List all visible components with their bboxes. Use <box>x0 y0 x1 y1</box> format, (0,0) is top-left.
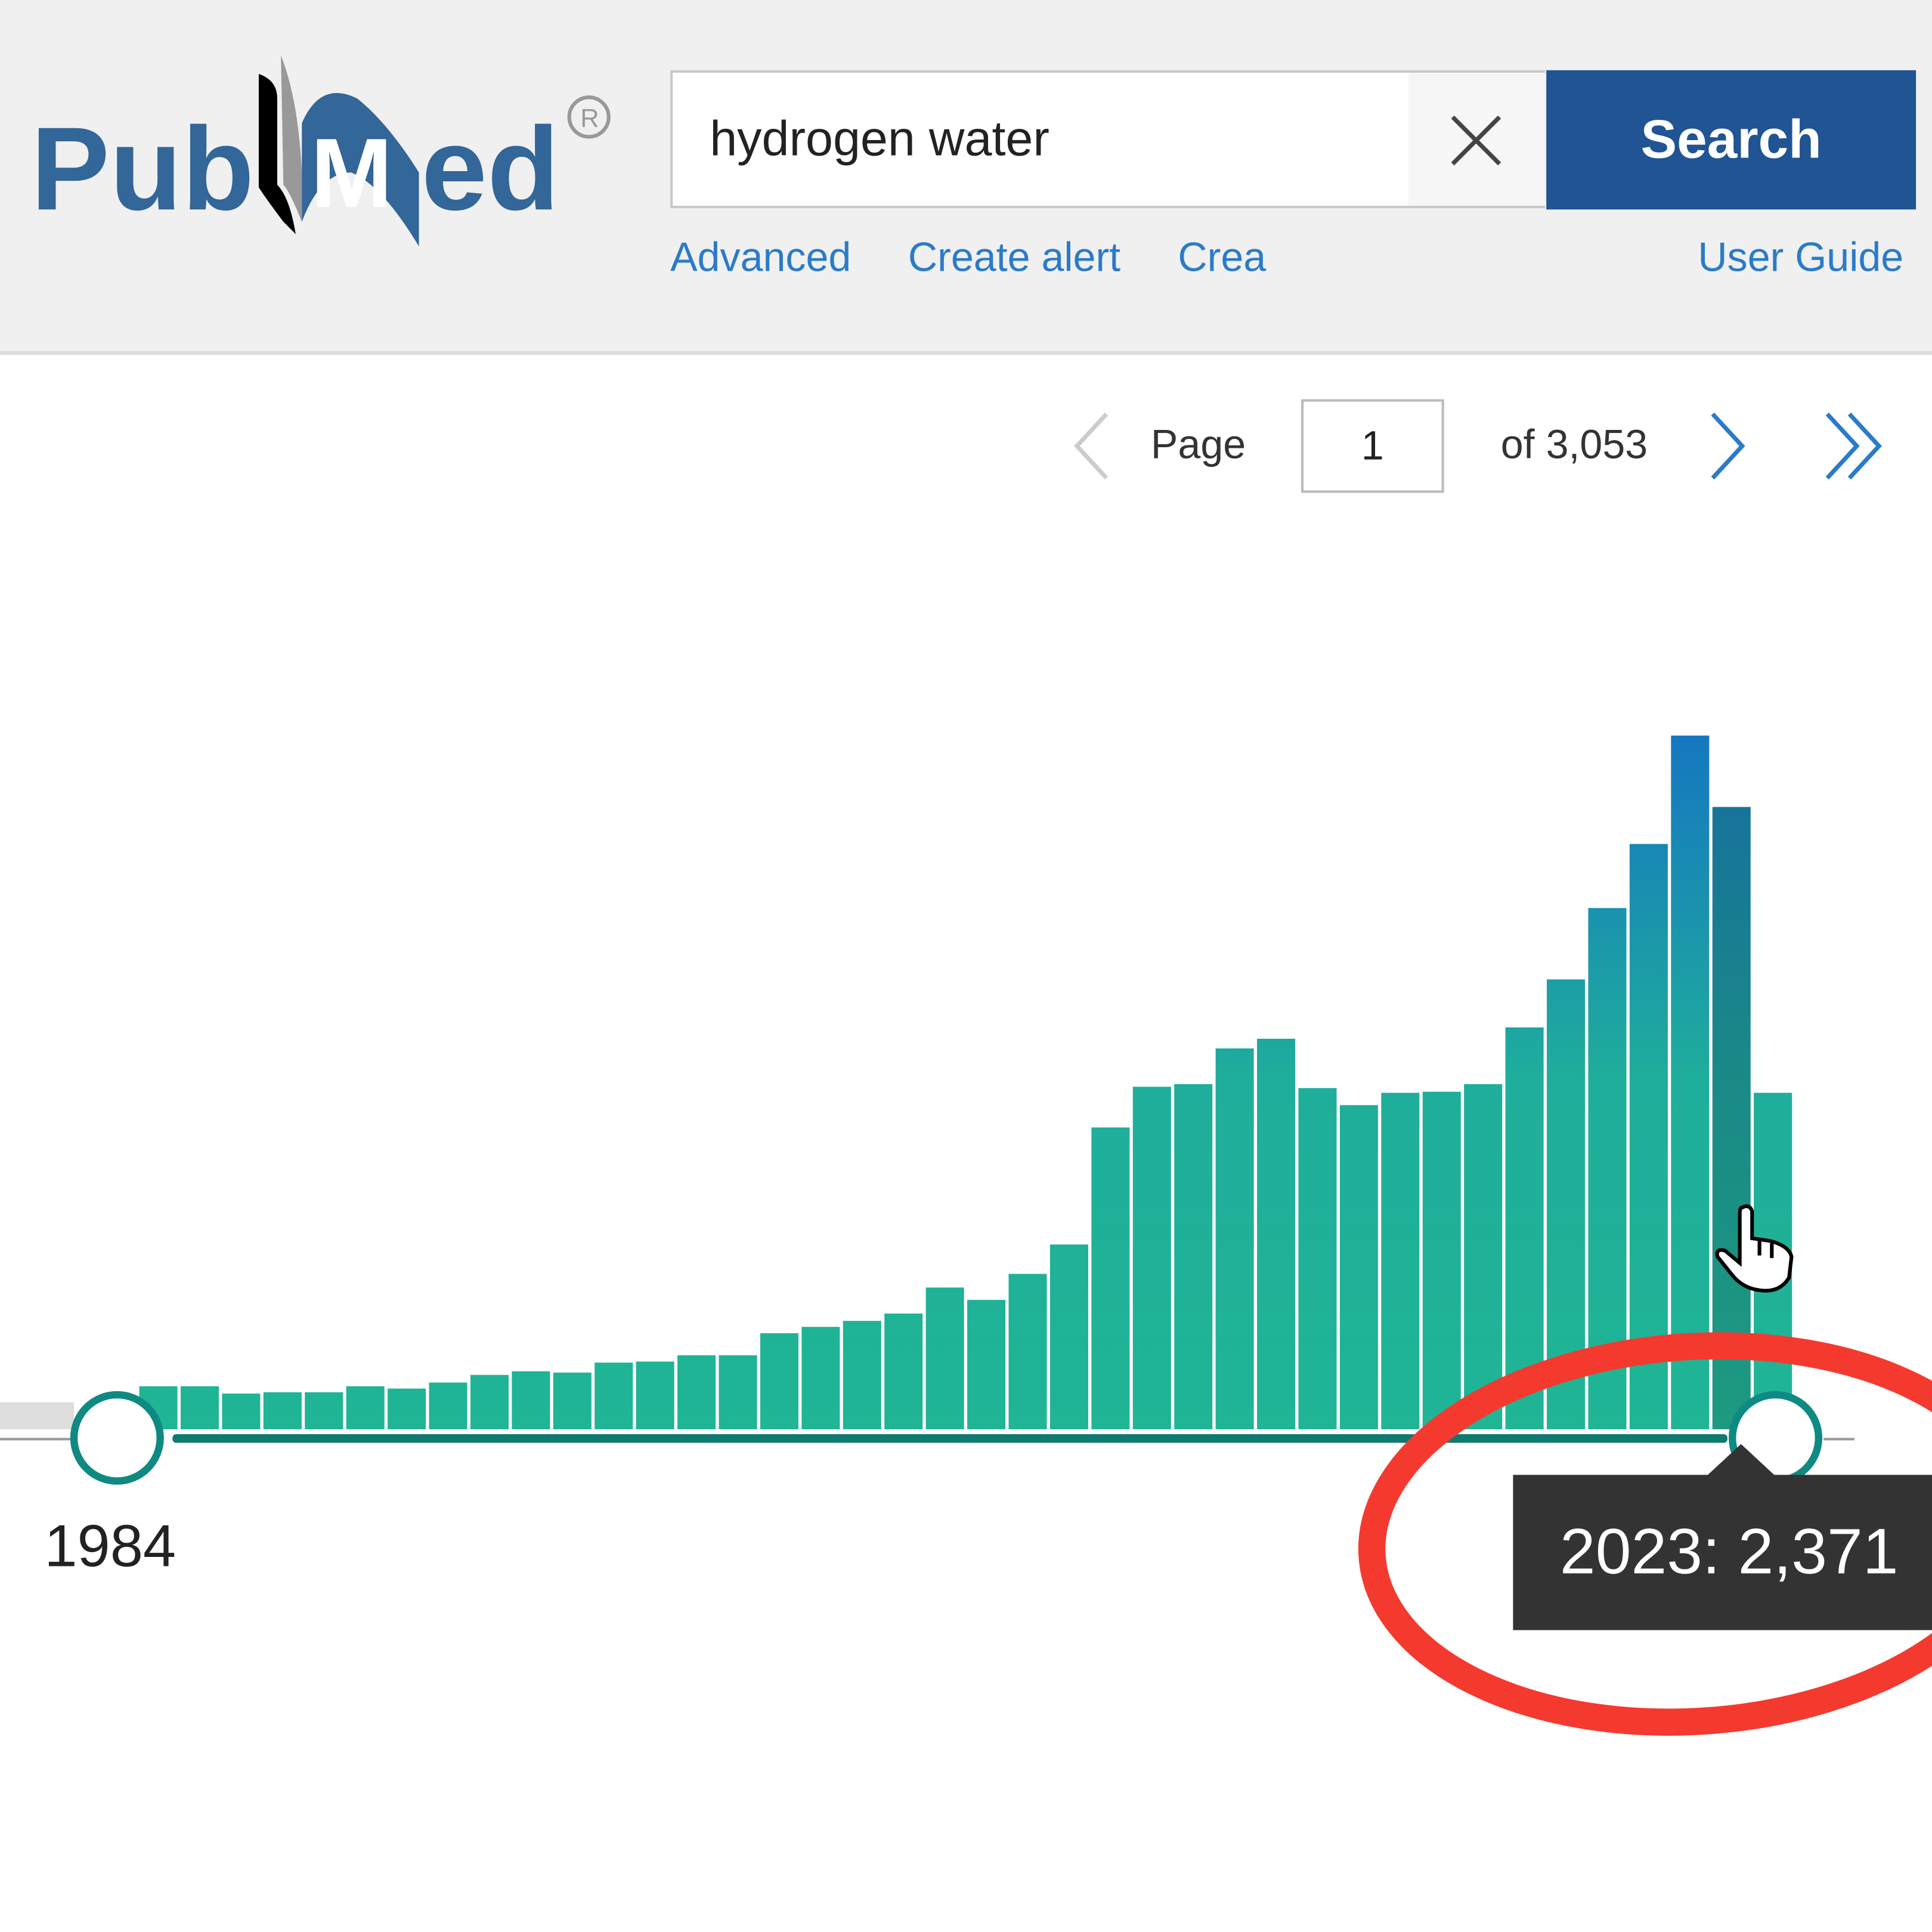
advanced-search-link[interactable]: Advanced <box>670 234 852 280</box>
bar-2005[interactable] <box>967 1299 1006 1429</box>
bar-2003[interactable] <box>884 1313 923 1429</box>
create-rss-link[interactable]: Crea <box>1178 234 1267 280</box>
bar-1986[interactable] <box>180 1386 219 1429</box>
clear-search-button[interactable] <box>1408 72 1546 206</box>
logo-book-page-icon <box>281 55 302 222</box>
search-button[interactable]: Search <box>1546 70 1916 210</box>
bar-2000[interactable] <box>760 1333 798 1429</box>
logo-book-page-icon <box>258 73 296 234</box>
bar-1997[interactable] <box>636 1361 674 1429</box>
slider-start-handle[interactable] <box>70 1391 164 1485</box>
next-page-icon[interactable] <box>1700 404 1761 491</box>
bar-2009[interactable] <box>1132 1086 1171 1429</box>
bar-2002[interactable] <box>843 1321 881 1429</box>
bar-1996[interactable] <box>595 1363 633 1429</box>
bar-2012[interactable] <box>1257 1038 1296 1429</box>
slider-selected-range[interactable] <box>172 1434 1727 1443</box>
bar-2014[interactable] <box>1339 1105 1378 1429</box>
registered-mark-letter: R <box>580 104 599 133</box>
bar-1998[interactable] <box>677 1355 716 1429</box>
bar-2011[interactable] <box>1215 1048 1254 1429</box>
search-box <box>670 70 1546 209</box>
logo-ed-text: ed <box>422 103 559 235</box>
bar-2017[interactable] <box>1464 1084 1503 1429</box>
bar-2015[interactable] <box>1381 1092 1420 1429</box>
bar-1994[interactable] <box>512 1371 550 1429</box>
bar-2021[interactable] <box>1629 844 1668 1429</box>
pubmed-logo[interactable]: Pub M ed R <box>24 49 616 259</box>
logo-pub-text: Pub <box>31 103 255 235</box>
bar-1999[interactable] <box>719 1355 757 1429</box>
bar-1993[interactable] <box>470 1374 509 1429</box>
bar-2024[interactable] <box>1754 1092 1792 1429</box>
logo-book-cover-icon <box>302 93 419 247</box>
logo-m-letter: M <box>311 118 393 228</box>
bar-1990[interactable] <box>346 1386 385 1429</box>
bar-2018[interactable] <box>1505 1027 1544 1429</box>
last-page-icon[interactable] <box>1818 404 1904 491</box>
range-start-year: 1984 <box>44 1514 177 1580</box>
tooltip-arrow <box>1706 1444 1776 1476</box>
bar-2019[interactable] <box>1547 979 1586 1429</box>
bar-2022[interactable] <box>1671 735 1710 1429</box>
create-alert-link[interactable]: Create alert <box>908 234 1121 280</box>
bar-1995[interactable] <box>553 1372 592 1429</box>
close-icon <box>1451 115 1501 166</box>
bar-1987[interactable] <box>222 1394 261 1429</box>
bar-2008[interactable] <box>1091 1127 1130 1429</box>
year-count-tooltip: 2023: 2,371 <box>1513 1475 1932 1630</box>
bar-2007[interactable] <box>1049 1244 1088 1429</box>
registered-mark-icon <box>567 95 611 139</box>
page-number-input[interactable] <box>1301 399 1444 493</box>
user-guide-link[interactable]: User Guide <box>1698 234 1904 280</box>
search-input[interactable] <box>710 72 1400 206</box>
bar-2013[interactable] <box>1298 1088 1337 1429</box>
bar-1992[interactable] <box>429 1382 467 1429</box>
previous-page-icon[interactable] <box>1062 404 1136 491</box>
page-label: Page <box>1150 421 1246 467</box>
bar-1991[interactable] <box>388 1388 426 1429</box>
bar-2010[interactable] <box>1174 1084 1213 1429</box>
bar-2023[interactable] <box>1712 807 1751 1429</box>
out-of-range-bars <box>0 1402 74 1429</box>
bar-1988[interactable] <box>263 1392 302 1429</box>
bar-1989[interactable] <box>305 1392 343 1429</box>
bar-2016[interactable] <box>1422 1091 1461 1429</box>
header: Pub M ed R Search Advanced Create alert … <box>0 0 1932 355</box>
bar-2006[interactable] <box>1008 1274 1047 1429</box>
bar-2004[interactable] <box>925 1287 964 1429</box>
bar-2020[interactable] <box>1588 908 1627 1429</box>
total-pages-text: of 3,053 <box>1500 421 1648 467</box>
bar-2001[interactable] <box>801 1327 840 1429</box>
